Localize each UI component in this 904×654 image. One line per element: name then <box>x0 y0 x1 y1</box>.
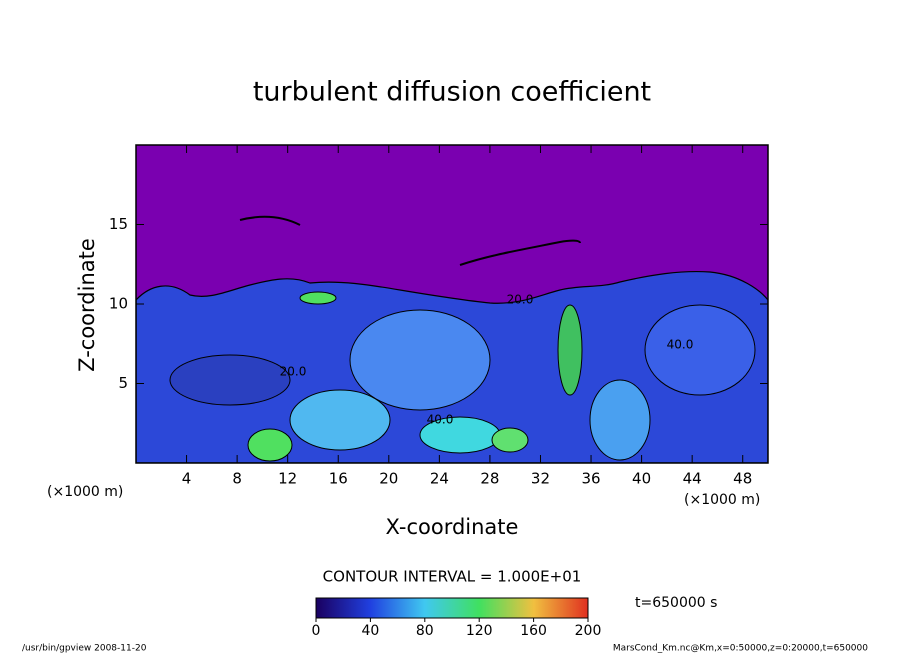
x-tick-label: 8 <box>232 470 242 488</box>
contour-label: 40.0 <box>667 338 694 352</box>
colorbar-tick-label: 80 <box>416 623 434 639</box>
x-tick-label: 12 <box>278 470 297 488</box>
x-tick-label: 32 <box>531 470 550 488</box>
colorbar-tick-label: 40 <box>361 623 379 639</box>
x-tick-label: 28 <box>480 470 499 488</box>
y-tick-label: 15 <box>109 215 128 233</box>
colorbar <box>315 597 589 619</box>
footer-right: MarsCond_Km.nc@Km,x=0:50000,z=0:20000,t=… <box>613 644 868 654</box>
y-unit: (×1000 m) <box>47 484 123 500</box>
colorbar-tick-label: 200 <box>575 623 602 639</box>
time-label: t=650000 s <box>635 595 717 611</box>
x-tick-label: 48 <box>733 470 752 488</box>
x-tick-label: 16 <box>329 470 348 488</box>
x-axis-label: X-coordinate <box>386 515 519 539</box>
colorbar-tick-label: 160 <box>520 623 547 639</box>
x-tick-label: 40 <box>632 470 651 488</box>
y-tick-label: 10 <box>109 295 128 313</box>
x-tick-label: 36 <box>581 470 600 488</box>
contour-label: 20.0 <box>280 365 307 379</box>
y-axis-label: Z-coordinate <box>75 238 99 372</box>
x-tick-label: 44 <box>683 470 702 488</box>
chart-title: turbulent diffusion coefficient <box>253 77 651 108</box>
contour-interval: CONTOUR INTERVAL = 1.000E+01 <box>323 568 582 586</box>
field <box>136 145 768 463</box>
footer-left: /usr/bin/gpview 2008-11-20 <box>22 644 147 654</box>
colorbar-tick-label: 120 <box>466 623 493 639</box>
x-unit: (×1000 m) <box>684 492 760 508</box>
colorbar-tick-label: 0 <box>312 623 321 639</box>
y-tick-label: 5 <box>118 374 128 392</box>
x-tick-label: 4 <box>182 470 192 488</box>
x-tick-label: 24 <box>430 470 449 488</box>
contour-label: 20.0 <box>507 293 534 307</box>
contour-label: 40.0 <box>427 413 454 427</box>
x-tick-label: 20 <box>379 470 398 488</box>
